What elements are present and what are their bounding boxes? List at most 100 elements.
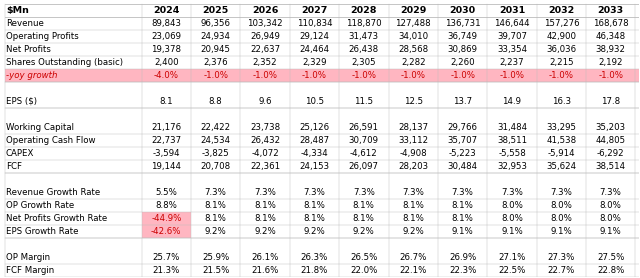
Text: 8.1%: 8.1% [254,214,276,223]
Text: 38,511: 38,511 [497,136,527,145]
Text: 30,484: 30,484 [447,162,477,171]
Text: 8.1%: 8.1% [353,214,375,223]
Text: 8.1: 8.1 [159,97,173,106]
Text: 8.1%: 8.1% [303,214,325,223]
Text: 26.9%: 26.9% [449,253,476,262]
Text: 96,356: 96,356 [201,19,230,28]
Text: 32,953: 32,953 [497,162,527,171]
Text: 2,305: 2,305 [351,58,376,67]
Text: 7.3%: 7.3% [353,188,375,197]
Text: 26.3%: 26.3% [301,253,328,262]
Text: 8.1%: 8.1% [452,201,474,210]
Text: 21.6%: 21.6% [252,265,279,275]
Text: 118,870: 118,870 [346,19,381,28]
Text: 157,276: 157,276 [543,19,579,28]
Text: 2033: 2033 [598,6,624,15]
Text: FCF Margin: FCF Margin [6,265,54,275]
Text: 35,707: 35,707 [447,136,477,145]
Text: 8.1%: 8.1% [403,214,424,223]
Text: 36,749: 36,749 [447,32,477,41]
Text: Net Profits Growth Rate: Net Profits Growth Rate [6,214,107,223]
FancyBboxPatch shape [141,225,191,238]
Text: 29,124: 29,124 [300,32,330,41]
Text: 17.8: 17.8 [601,97,620,106]
Text: 31,484: 31,484 [497,123,527,132]
Text: CAPEX: CAPEX [6,149,34,158]
Text: -4,612: -4,612 [350,149,378,158]
Text: 22,737: 22,737 [151,136,181,145]
Text: 9.2%: 9.2% [303,227,325,236]
Text: 7.3%: 7.3% [550,188,572,197]
Text: 168,678: 168,678 [593,19,628,28]
Text: 28,487: 28,487 [300,136,330,145]
Text: 8.0%: 8.0% [600,214,621,223]
Text: Operating Profits: Operating Profits [6,32,79,41]
Text: 26,432: 26,432 [250,136,280,145]
Text: 30,709: 30,709 [349,136,379,145]
Text: -1.0%: -1.0% [203,71,228,80]
FancyBboxPatch shape [141,212,191,225]
Text: -3,594: -3,594 [152,149,180,158]
Text: 2,260: 2,260 [451,58,475,67]
Text: 22.0%: 22.0% [350,265,378,275]
Text: 26.5%: 26.5% [350,253,378,262]
Text: 24,153: 24,153 [300,162,330,171]
Text: 2028: 2028 [351,6,377,15]
Text: 31,473: 31,473 [349,32,379,41]
Text: 2026: 2026 [252,6,278,15]
Text: 28,568: 28,568 [398,45,428,54]
Text: 110,834: 110,834 [296,19,332,28]
Text: 2032: 2032 [548,6,575,15]
Text: 35,624: 35,624 [547,162,577,171]
Text: -yoy growth: -yoy growth [6,71,58,80]
Text: 2024: 2024 [153,6,179,15]
Text: 7.3%: 7.3% [254,188,276,197]
Text: 2,237: 2,237 [500,58,524,67]
Text: 8.8: 8.8 [209,97,223,106]
Text: -1.0%: -1.0% [499,71,524,80]
Text: Revenue: Revenue [6,19,44,28]
Text: 8.8%: 8.8% [156,201,177,210]
Text: 7.3%: 7.3% [303,188,325,197]
Text: -5,558: -5,558 [498,149,526,158]
Text: 26.7%: 26.7% [399,253,427,262]
Text: FCF: FCF [6,162,22,171]
Text: 9.2%: 9.2% [403,227,424,236]
Text: 20,945: 20,945 [201,45,230,54]
Text: -5,223: -5,223 [449,149,476,158]
Text: 42,900: 42,900 [547,32,577,41]
Text: 2,376: 2,376 [204,58,228,67]
Text: 7.3%: 7.3% [501,188,523,197]
Text: 2031: 2031 [499,6,525,15]
Text: 28,203: 28,203 [398,162,428,171]
Text: 2027: 2027 [301,6,328,15]
Text: 26,949: 26,949 [250,32,280,41]
Text: 26,097: 26,097 [349,162,379,171]
Text: 39,707: 39,707 [497,32,527,41]
Text: 36,036: 36,036 [547,45,577,54]
Text: 22.1%: 22.1% [399,265,427,275]
Text: 2,352: 2,352 [253,58,277,67]
Text: 25,126: 25,126 [300,123,330,132]
Text: 8.1%: 8.1% [254,201,276,210]
Text: Net Profits: Net Profits [6,45,51,54]
Text: 28,137: 28,137 [398,123,428,132]
Text: 29,766: 29,766 [447,123,477,132]
Text: -1.0%: -1.0% [450,71,475,80]
Text: -44.9%: -44.9% [151,214,182,223]
Text: 8.0%: 8.0% [600,201,621,210]
FancyBboxPatch shape [4,69,639,82]
Text: 9.1%: 9.1% [600,227,621,236]
Text: 25.9%: 25.9% [202,253,229,262]
Text: 26.1%: 26.1% [252,253,279,262]
Text: 21,176: 21,176 [151,123,181,132]
Text: 19,144: 19,144 [151,162,181,171]
Text: 22.8%: 22.8% [597,265,625,275]
Text: 23,069: 23,069 [151,32,181,41]
Text: 41,538: 41,538 [547,136,577,145]
Text: -4,072: -4,072 [251,149,279,158]
Text: 8.1%: 8.1% [303,201,325,210]
Text: -1.0%: -1.0% [302,71,327,80]
Text: 44,805: 44,805 [596,136,626,145]
Text: 2,282: 2,282 [401,58,426,67]
